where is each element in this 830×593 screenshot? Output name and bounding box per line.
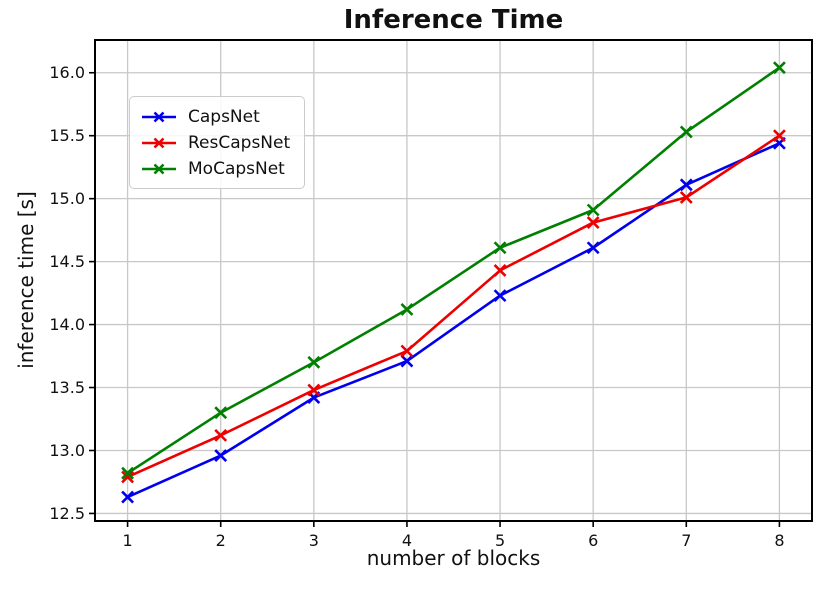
x-tick-label: 5 <box>495 531 505 550</box>
x-tick-label: 4 <box>402 531 412 550</box>
y-tick-label: 14.0 <box>49 315 85 334</box>
legend-label-rescapsnet: ResCapsNet <box>188 132 291 153</box>
x-tick-label: 3 <box>309 531 319 550</box>
chart-title: Inference Time <box>343 5 564 35</box>
legend-line-sample-mocapsnet <box>142 163 176 174</box>
series-line-mocapsnet <box>126 66 781 475</box>
legend-entry-rescapsnet: ResCapsNet <box>140 130 290 155</box>
series-markers-mocapsnet <box>121 61 786 480</box>
y-axis-label: inference time [s] <box>14 191 38 369</box>
y-tick-label: 14.5 <box>49 252 85 271</box>
legend-line-sample-rescapsnet <box>142 137 176 148</box>
series-line-capsnet <box>127 142 780 499</box>
plot-border <box>94 39 813 522</box>
y-tick-label: 12.5 <box>49 504 85 523</box>
legend-label-capsnet: CapsNet <box>188 106 260 127</box>
y-tick-label: 15.5 <box>49 126 85 145</box>
legend: CapsNet ResCapsNet MoCapsNet <box>129 96 306 189</box>
legend-entry-mocapsnet: MoCapsNet <box>140 156 290 181</box>
y-tick-label: 13.5 <box>49 378 85 397</box>
legend-line-sample-capsnet <box>142 111 176 122</box>
legend-entry-capsnet: CapsNet <box>140 104 290 129</box>
x-tick-label: 1 <box>122 531 132 550</box>
y-tick-label: 16.0 <box>49 63 85 82</box>
x-tick-label: 2 <box>216 531 226 550</box>
series-markers-capsnet <box>121 136 786 504</box>
legend-label-mocapsnet: MoCapsNet <box>188 158 285 179</box>
x-tick-label: 7 <box>681 531 691 550</box>
x-tick-label: 8 <box>774 531 784 550</box>
y-tick-label: 13.0 <box>49 441 85 460</box>
y-tick-label: 15.0 <box>49 189 85 208</box>
x-tick-label: 6 <box>588 531 598 550</box>
series-line-rescapsnet <box>127 134 781 479</box>
x-axis-label: number of blocks <box>366 546 541 570</box>
series-markers-rescapsnet <box>121 129 786 484</box>
